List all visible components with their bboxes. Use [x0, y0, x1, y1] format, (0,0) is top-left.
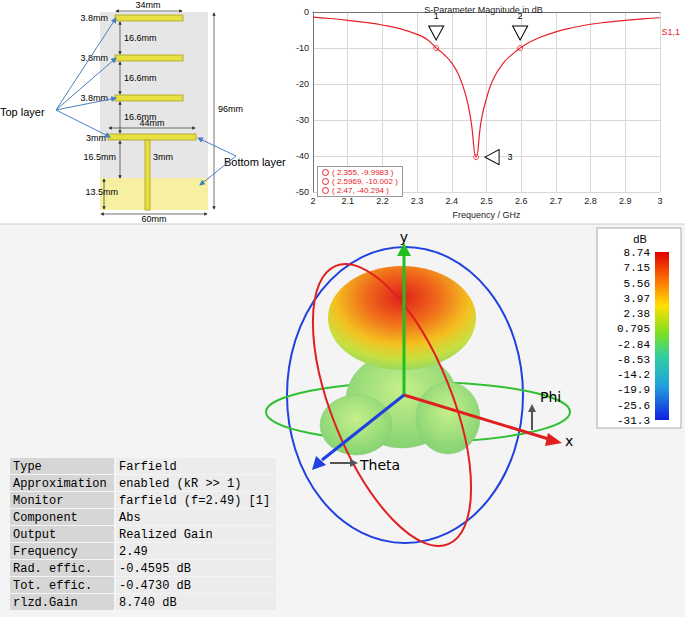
svg-text:2.8: 2.8 [584, 196, 597, 206]
svg-text:x: x [565, 433, 573, 449]
svg-text:1: 1 [433, 11, 439, 21]
svg-text:-0.4595 dB: -0.4595 dB [119, 562, 191, 576]
svg-text:S-Parameter Magnitude in dB: S-Parameter Magnitude in dB [424, 5, 543, 15]
svg-text:enabled (kR >> 1): enabled (kR >> 1) [119, 477, 241, 491]
svg-text:3.8mm: 3.8mm [80, 93, 108, 103]
svg-text:Phi: Phi [540, 389, 561, 405]
svg-text:96mm: 96mm [218, 104, 243, 114]
svg-text:-10: -10 [296, 43, 309, 53]
svg-text:Rad. effic.: Rad. effic. [13, 562, 92, 576]
svg-text:0.795: 0.795 [617, 323, 650, 335]
svg-text:Approximation: Approximation [13, 477, 107, 491]
html-text:( 2.47, -40.294 ): ( 2.47, -40.294 ) [332, 186, 389, 195]
svg-text:16.6mm: 16.6mm [124, 33, 157, 43]
svg-text:16.6mm: 16.6mm [124, 73, 157, 83]
svg-text:-50: -50 [296, 187, 309, 197]
svg-text:-8.53: -8.53 [617, 354, 650, 366]
svg-text:2.1: 2.1 [341, 196, 354, 206]
svg-text:Top layer: Top layer [0, 106, 45, 118]
svg-text:2.3: 2.3 [411, 196, 424, 206]
svg-text:3.8mm: 3.8mm [80, 53, 108, 63]
svg-text:3: 3 [657, 196, 662, 206]
svg-text:Frequency / GHz: Frequency / GHz [452, 210, 521, 220]
svg-text:rlzd.Gain: rlzd.Gain [13, 596, 78, 610]
svg-text:Monitor: Monitor [13, 494, 63, 508]
svg-text:2.2: 2.2 [376, 196, 389, 206]
svg-text:2.9: 2.9 [619, 196, 632, 206]
svg-text:5.56: 5.56 [624, 278, 650, 290]
svg-text:8.740 dB: 8.740 dB [119, 596, 177, 610]
svg-text:34mm: 34mm [135, 0, 160, 10]
svg-text:2: 2 [517, 11, 523, 21]
svg-text:y: y [400, 229, 408, 245]
svg-text:60mm: 60mm [141, 214, 166, 224]
svg-text:3: 3 [508, 152, 513, 162]
svg-text:-20: -20 [296, 79, 309, 89]
svg-text:2: 2 [310, 196, 315, 206]
svg-text:2.49: 2.49 [119, 545, 148, 559]
svg-text:Component: Component [13, 511, 78, 525]
svg-text:Tot. effic.: Tot. effic. [13, 579, 92, 593]
svg-text:Farfield: Farfield [119, 460, 177, 474]
svg-text:2.6: 2.6 [515, 196, 528, 206]
svg-text:8.74: 8.74 [624, 247, 651, 259]
svg-text:Abs: Abs [119, 511, 141, 525]
svg-text:Realized Gain: Realized Gain [119, 528, 213, 542]
svg-text:3mm: 3mm [86, 133, 106, 143]
svg-text:Type: Type [13, 460, 42, 474]
svg-text:-19.9: -19.9 [617, 384, 650, 396]
svg-text:3mm: 3mm [153, 152, 173, 162]
svg-text:farfield (f=2.49) [1]: farfield (f=2.49) [1] [119, 494, 270, 508]
svg-text:-25.6: -25.6 [617, 400, 650, 412]
svg-text:44mm: 44mm [139, 118, 164, 128]
svg-text:Theta: Theta [359, 457, 400, 473]
html-text:( 2.5969, -10.002 ): ( 2.5969, -10.002 ) [332, 177, 398, 186]
svg-text:3.97: 3.97 [624, 293, 650, 305]
svg-text:-40: -40 [296, 151, 309, 161]
svg-text:16.6mm: 16.6mm [124, 112, 157, 122]
svg-text:16.5mm: 16.5mm [83, 152, 116, 162]
svg-text:2.5: 2.5 [480, 196, 493, 206]
svg-text:-30: -30 [296, 115, 309, 125]
svg-text:S1,1: S1,1 [661, 27, 680, 37]
svg-text:7.15: 7.15 [624, 262, 650, 274]
svg-text:Bottom layer: Bottom layer [224, 156, 286, 168]
svg-text:-0.4730 dB: -0.4730 dB [119, 579, 191, 593]
svg-text:Frequency: Frequency [13, 545, 78, 559]
svg-text:dB: dB [633, 233, 646, 245]
svg-text:3.8mm: 3.8mm [80, 13, 108, 23]
svg-text:2.4: 2.4 [446, 196, 459, 206]
svg-text:Output: Output [13, 528, 56, 542]
svg-text:-14.2: -14.2 [617, 369, 650, 381]
svg-text:2.7: 2.7 [550, 196, 563, 206]
svg-text:-31.3: -31.3 [617, 415, 650, 427]
svg-text:-2.84: -2.84 [617, 339, 650, 351]
svg-text:0: 0 [304, 7, 309, 17]
html-text:( 2.355, -9.9983 ): ( 2.355, -9.9983 ) [332, 168, 394, 177]
svg-text:2.38: 2.38 [624, 308, 650, 320]
svg-text:13.5mm: 13.5mm [85, 187, 118, 197]
